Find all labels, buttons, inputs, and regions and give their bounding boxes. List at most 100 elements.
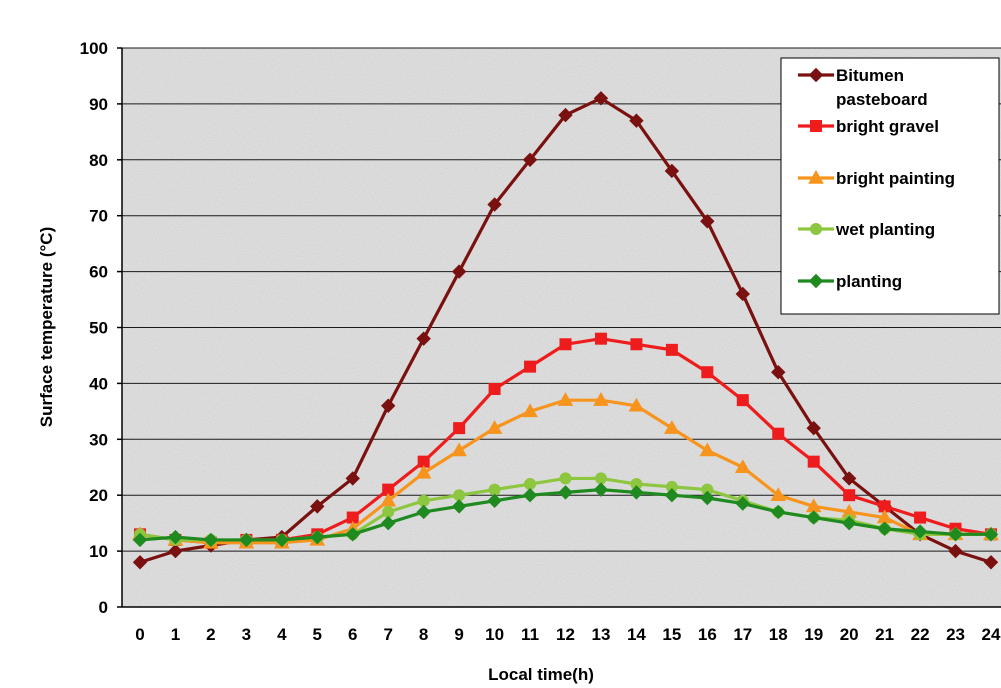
data-point bbox=[771, 365, 786, 380]
data-point bbox=[806, 420, 821, 436]
x-tick-label: 16 bbox=[698, 625, 717, 644]
data-point bbox=[841, 471, 857, 486]
data-point bbox=[664, 420, 680, 434]
x-tick-label: 20 bbox=[840, 625, 859, 644]
x-tick-label: 23 bbox=[946, 625, 965, 644]
legend-label: pasteboard bbox=[836, 90, 928, 109]
data-point bbox=[593, 91, 609, 106]
legend-swatch-marker bbox=[810, 223, 822, 235]
y-tick-label: 30 bbox=[89, 430, 108, 449]
data-point bbox=[948, 543, 963, 559]
data-point bbox=[629, 113, 644, 128]
data-point bbox=[486, 420, 503, 434]
series-group bbox=[132, 91, 999, 570]
x-axis-title: Local time(h) bbox=[488, 665, 594, 684]
legend-swatch-marker bbox=[808, 273, 824, 289]
data-point bbox=[841, 515, 857, 531]
data-point bbox=[132, 532, 148, 548]
legend-swatch-marker bbox=[808, 169, 824, 184]
data-point bbox=[203, 532, 219, 548]
x-tick-label: 22 bbox=[911, 625, 930, 644]
x-tick-label: 18 bbox=[769, 625, 788, 644]
data-point bbox=[664, 163, 680, 179]
y-axis-title: Surface temperature (°C) bbox=[37, 227, 56, 427]
x-tick-label: 5 bbox=[313, 625, 322, 644]
data-point bbox=[559, 338, 572, 351]
legend-swatch-marker bbox=[810, 120, 822, 132]
data-point bbox=[345, 471, 360, 486]
data-point bbox=[699, 442, 716, 457]
data-point bbox=[239, 532, 254, 548]
y-tick-labels: 0 10 20 30 40 50 60 70 80 90 100 bbox=[80, 39, 108, 617]
x-tick-label: 12 bbox=[556, 625, 575, 644]
data-point bbox=[132, 555, 148, 570]
data-point bbox=[168, 529, 183, 545]
data-point bbox=[948, 527, 963, 542]
legend: Bitumen pasteboard bright gravel bright pai… bbox=[780, 57, 1000, 315]
x-tick-label: 11 bbox=[521, 625, 539, 644]
legend-entry: wet planting bbox=[798, 220, 935, 239]
data-point bbox=[594, 332, 607, 345]
data-point bbox=[770, 487, 787, 501]
series-planting bbox=[132, 482, 999, 548]
legend-label: wet planting bbox=[835, 220, 935, 239]
data-point bbox=[912, 524, 928, 539]
data-point bbox=[451, 499, 467, 514]
data-point bbox=[877, 521, 892, 536]
data-point bbox=[701, 366, 714, 379]
y-tick-label: 0 bbox=[99, 598, 108, 617]
legend-label: bright painting bbox=[836, 169, 955, 188]
data-point bbox=[382, 505, 395, 518]
data-point bbox=[453, 422, 466, 435]
x-tick-labels: 0 1 2 3 4 5 6 7 8 9 10 11 12 13 14 15 16 17 18 19 20 21 22 23 24 bbox=[135, 625, 1001, 644]
data-point bbox=[665, 343, 678, 356]
data-point bbox=[381, 515, 396, 531]
data-point bbox=[594, 472, 607, 485]
x-tick-label: 10 bbox=[485, 625, 504, 644]
x-tick-label: 13 bbox=[591, 625, 610, 644]
data-point bbox=[524, 478, 537, 491]
legend-entry: planting bbox=[798, 272, 902, 291]
x-tick-label: 6 bbox=[348, 625, 357, 644]
y-tick-label: 50 bbox=[89, 319, 108, 338]
x-tick-label: 15 bbox=[662, 625, 681, 644]
data-point bbox=[487, 197, 502, 212]
x-tick-label: 4 bbox=[277, 625, 287, 644]
data-point bbox=[771, 504, 786, 520]
data-point bbox=[593, 482, 609, 497]
data-point bbox=[559, 472, 572, 485]
legend-box bbox=[780, 57, 1000, 315]
data-point bbox=[453, 489, 466, 502]
x-tick-label: 9 bbox=[454, 625, 463, 644]
data-point bbox=[806, 510, 821, 525]
y-tick-label: 80 bbox=[89, 151, 108, 170]
y-tick-label: 70 bbox=[89, 207, 108, 226]
x-tick-label: 24 bbox=[982, 625, 1001, 644]
data-point bbox=[345, 527, 360, 542]
data-point bbox=[736, 394, 749, 407]
legend-swatch-marker bbox=[808, 67, 824, 83]
x-tick-label: 21 bbox=[875, 625, 894, 644]
data-point bbox=[310, 529, 325, 545]
axes bbox=[117, 47, 1001, 608]
data-point bbox=[524, 360, 537, 373]
data-point bbox=[451, 264, 467, 279]
data-point bbox=[630, 338, 643, 351]
data-point bbox=[416, 504, 431, 520]
y-tick-label: 90 bbox=[89, 95, 108, 114]
x-tick-label: 14 bbox=[627, 625, 646, 644]
data-point bbox=[664, 487, 680, 503]
data-point bbox=[310, 499, 325, 514]
data-point bbox=[488, 483, 501, 496]
x-tick-label: 0 bbox=[135, 625, 144, 644]
legend-entry: Bitumen pasteboard bbox=[798, 66, 928, 109]
data-point bbox=[700, 490, 715, 506]
data-point bbox=[914, 511, 927, 524]
data-point bbox=[487, 493, 502, 508]
data-point bbox=[557, 392, 574, 406]
legend-entry: bright painting bbox=[798, 169, 955, 188]
legend-label: bright gravel bbox=[836, 117, 939, 136]
legend-label: Bitumen bbox=[836, 66, 904, 85]
data-point bbox=[700, 214, 715, 229]
